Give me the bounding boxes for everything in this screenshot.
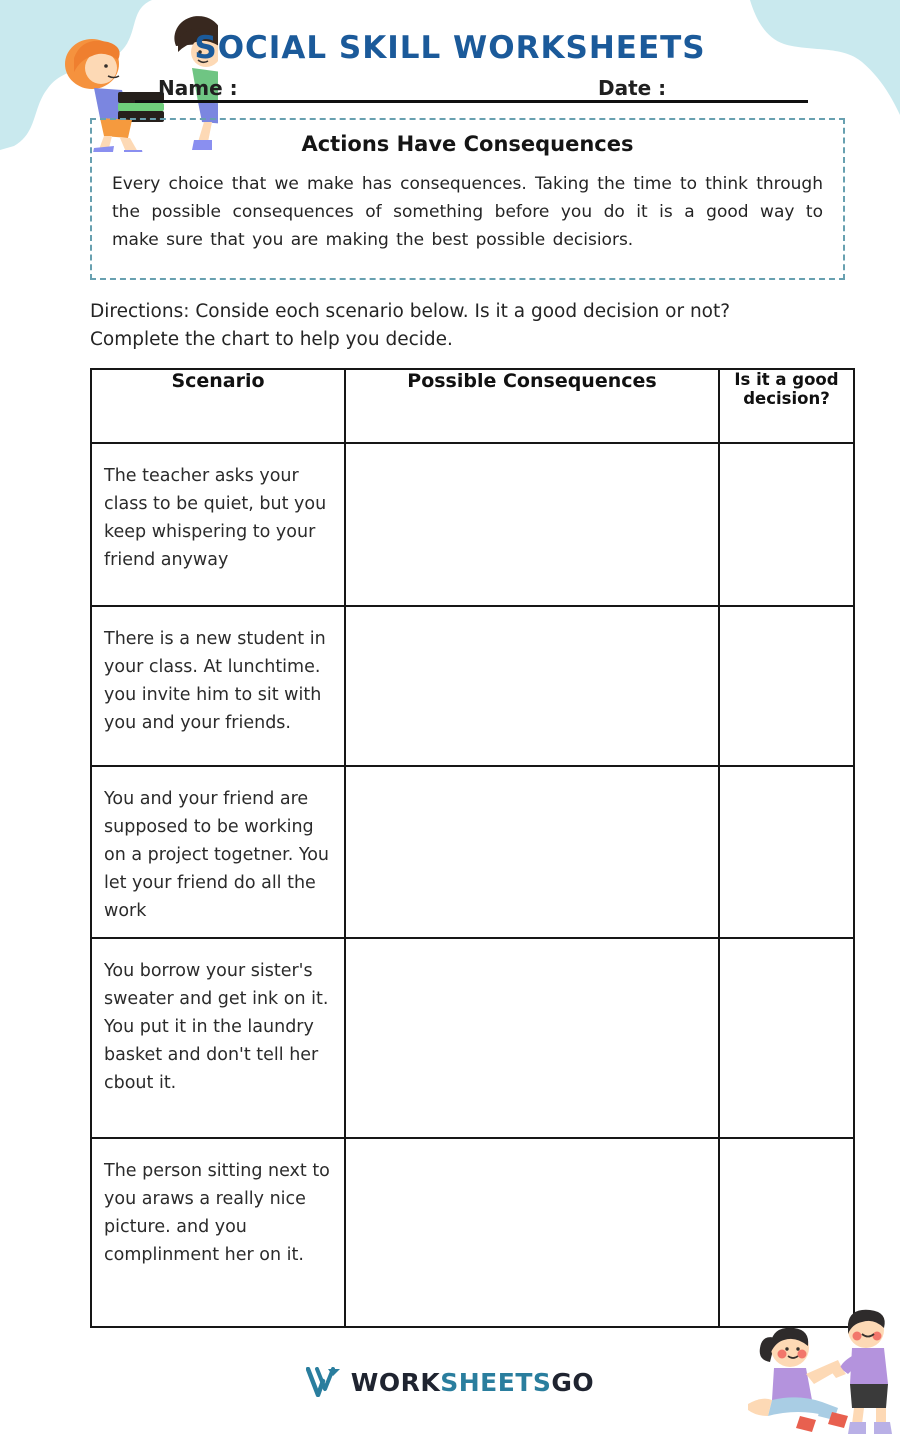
brand-part-work: WORK: [350, 1367, 441, 1397]
worksheetsgo-logo-icon: [305, 1367, 340, 1397]
page-title: SOCIAL SKILL WORKSHEETS: [194, 30, 706, 66]
consequences-blank-cell: [344, 605, 720, 767]
scenario-text: The person sitting next to you araws a r…: [90, 1137, 346, 1328]
table-row: The teacher asks your class to be quiet,…: [90, 442, 855, 607]
name-label: Name :: [158, 76, 238, 100]
decision-blank-cell: [718, 442, 855, 607]
intro-box: Actions Have Consequences Every choice t…: [90, 118, 845, 280]
worksheetsgo-wordmark: WORKSHEETSGO: [351, 1368, 594, 1397]
worksheet-heading: Actions Have Consequences: [301, 132, 634, 156]
scenario-text: You and your friend are supposed to be w…: [90, 765, 346, 939]
header-is-it-a-good-decision: Is it a good decision?: [718, 368, 855, 444]
consequences-blank-cell: [344, 1137, 720, 1328]
brand-part-sheets: SHEETS: [440, 1367, 552, 1397]
consequences-blank-cell: [344, 937, 720, 1139]
scenario-text: There is a new student in your class. At…: [90, 605, 346, 767]
table-row: You borrow your sister's sweater and get…: [90, 937, 855, 1139]
header-scenario: Scenario: [90, 368, 346, 444]
corner-blob-top-right-decoration: [750, 0, 900, 115]
table-row: You and your friend are supposed to be w…: [90, 765, 855, 939]
directions-line-1: Directions: Conside eoch scenario below.…: [90, 301, 731, 322]
directions-text: Directions: Conside eoch scenario below.…: [90, 298, 855, 354]
footer-brand: WORKSHEETSGO: [0, 1367, 900, 1397]
header-possible-consequences: Possible Consequences: [344, 368, 720, 444]
decision-blank-cell: [718, 765, 855, 939]
intro-paragraph: Every choice that we make has consequenc…: [112, 174, 823, 250]
date-label: Date :: [598, 76, 667, 100]
brand-part-go: GO: [551, 1367, 595, 1397]
scenario-text: You borrow your sister's sweater and get…: [90, 937, 346, 1139]
scenario-table: Scenario Possible Consequences Is it a g…: [90, 368, 855, 1328]
decision-blank-cell: [718, 937, 855, 1139]
scenario-text: The teacher asks your class to be quiet,…: [90, 442, 346, 607]
boy-helping-girl-illustration: [748, 1309, 892, 1434]
directions-line-2: Complete the chart to help you decide.: [90, 329, 453, 350]
table-row: There is a new student in your class. At…: [90, 605, 855, 767]
consequences-blank-cell: [344, 765, 720, 939]
name-date-underline: [135, 100, 808, 103]
table-row: The person sitting next to you araws a r…: [90, 1137, 855, 1328]
decision-blank-cell: [718, 1137, 855, 1328]
decision-blank-cell: [718, 605, 855, 767]
table-header-row: Scenario Possible Consequences Is it a g…: [90, 368, 855, 444]
consequences-blank-cell: [344, 442, 720, 607]
